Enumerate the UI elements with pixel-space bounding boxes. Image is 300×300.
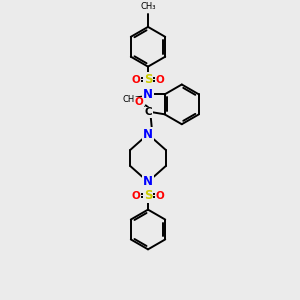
Text: CH₃: CH₃: [122, 95, 138, 104]
Text: O: O: [156, 191, 164, 201]
Text: C: C: [145, 107, 152, 117]
Text: O: O: [132, 191, 140, 201]
Text: N: N: [143, 128, 153, 141]
Text: CH₃: CH₃: [140, 2, 156, 11]
Text: O: O: [156, 74, 164, 85]
Text: O: O: [134, 98, 143, 107]
Text: N: N: [143, 88, 153, 101]
Text: S: S: [144, 189, 152, 202]
Text: N: N: [143, 175, 153, 188]
Text: O: O: [132, 74, 140, 85]
Text: S: S: [144, 73, 152, 86]
